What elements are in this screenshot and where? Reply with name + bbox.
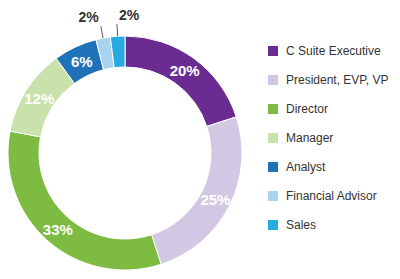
svg-text:20%: 20%: [170, 62, 200, 79]
html-text:Analyst: Analyst: [286, 159, 326, 174]
html-text:Financial Advisor: Financial Advisor: [286, 188, 377, 203]
svg-text:12%: 12%: [24, 90, 54, 107]
html-text:Manager: Manager: [286, 130, 334, 145]
html-text:President, EVP, VP: President, EVP, VP: [286, 72, 389, 87]
svg-text:2%: 2%: [119, 7, 140, 23]
svg-text:25%: 25%: [200, 191, 230, 208]
svg-text:6%: 6%: [71, 53, 93, 70]
svg-text:33%: 33%: [43, 221, 73, 238]
svg-text:2%: 2%: [79, 9, 100, 25]
html-text:Director: Director: [286, 101, 328, 116]
html-text:C Suite Executive: C Suite Executive: [286, 43, 381, 58]
html-text:Sales: Sales: [286, 217, 316, 232]
